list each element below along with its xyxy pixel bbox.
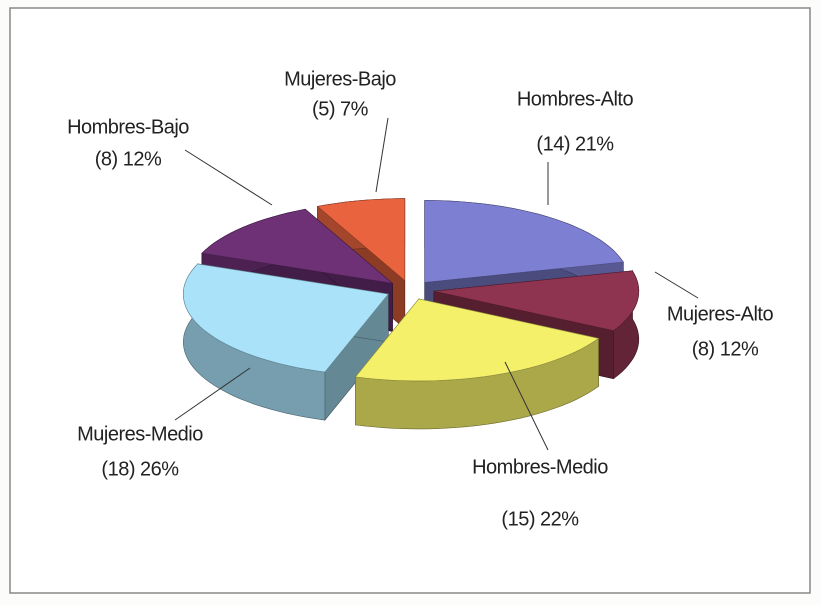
slice [354, 298, 600, 430]
slice-value-label: (8) 12% [692, 338, 759, 360]
chart-frame [9, 7, 811, 594]
slice-top [354, 298, 600, 382]
slice-value-label: (8) 12% [95, 148, 162, 170]
slice-top [424, 200, 624, 283]
slice-value-label: (18) 26% [101, 458, 179, 480]
slice-name: Hombres-Alto [517, 88, 634, 110]
leader-line [174, 367, 251, 421]
slice [182, 263, 389, 421]
slice-top [433, 270, 640, 332]
leader-line [184, 149, 273, 206]
leader-line [504, 361, 549, 451]
slice-value-label: (15) 22% [501, 508, 579, 530]
slice-name: Hombres-Bajo [67, 116, 189, 138]
leader-line [654, 271, 699, 299]
slice-value-label: (14) 21% [536, 133, 614, 155]
slice-top [201, 208, 394, 284]
slice-name: Mujeres-Medio [77, 423, 203, 445]
slice-top [182, 263, 389, 373]
slice-top [316, 198, 406, 282]
slice-name: Hombres-Medio [472, 456, 608, 478]
slice-name: Mujeres-Alto [667, 303, 774, 325]
slice-value-label: (5) 7% [312, 98, 369, 120]
leader-line [375, 117, 389, 193]
slice-name: Mujeres-Bajo [284, 68, 396, 90]
